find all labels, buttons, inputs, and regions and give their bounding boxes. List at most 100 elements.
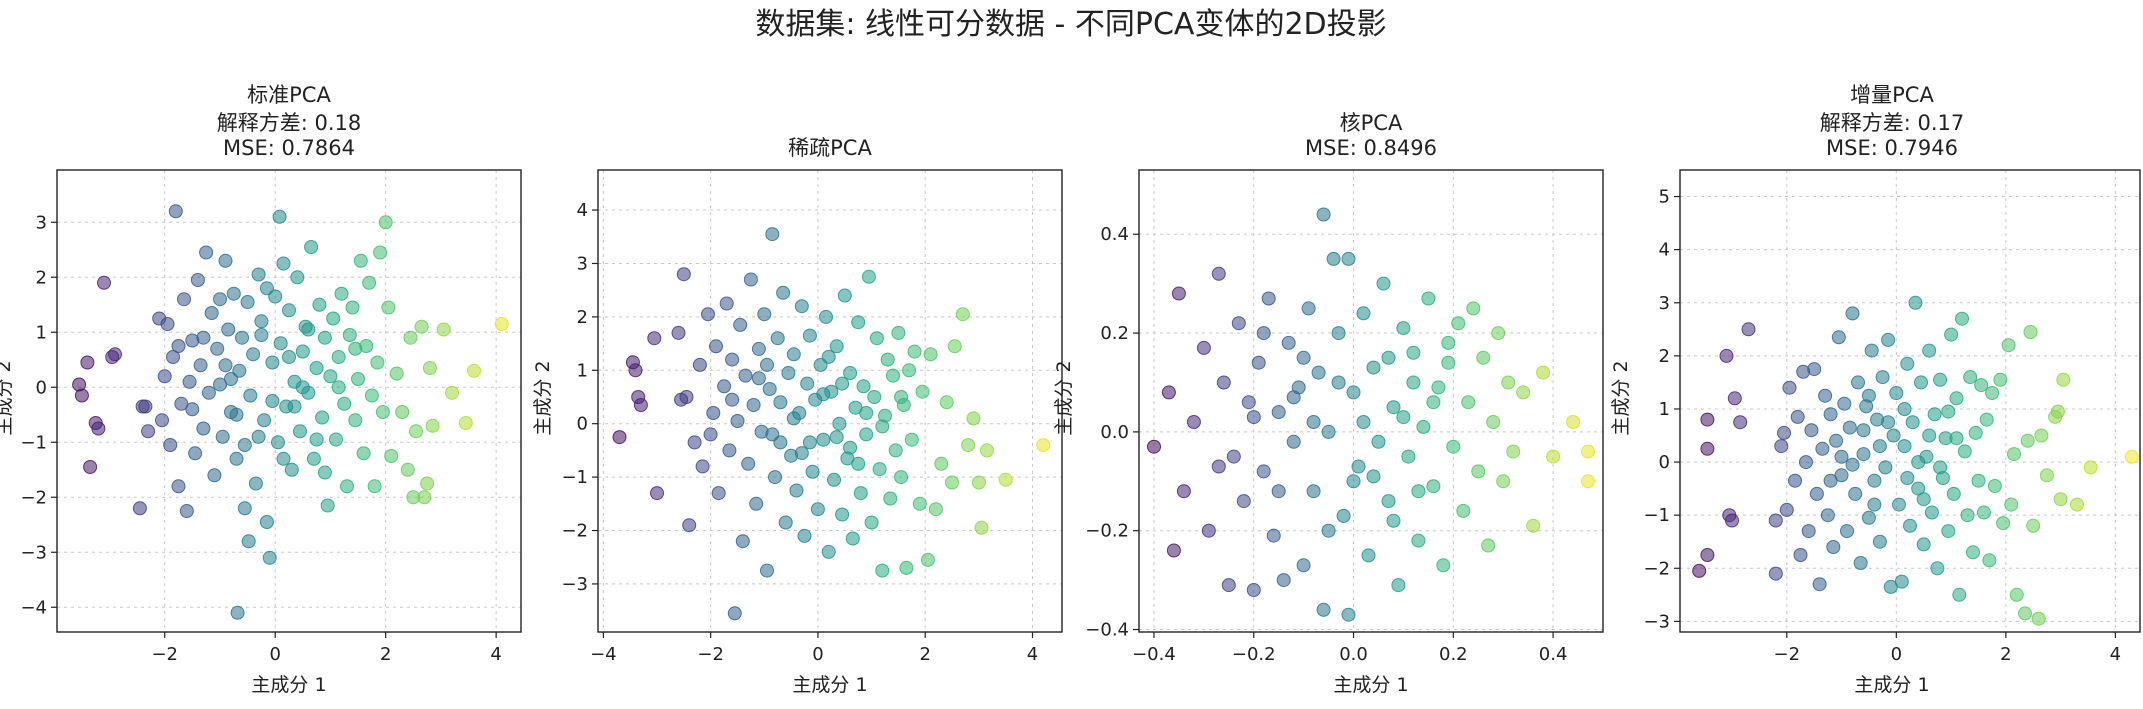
- scatter-point: [1968, 425, 1983, 440]
- scatter-point: [845, 531, 860, 546]
- scatter-point: [1506, 444, 1521, 459]
- scatter-point: [1826, 540, 1841, 554]
- scatter-point: [676, 267, 691, 282]
- scatter-point: [1376, 276, 1391, 291]
- scatter-point: [177, 292, 191, 307]
- scatter-point: [132, 501, 147, 516]
- scatter-point: [171, 339, 186, 353]
- scatter-point: [1306, 484, 1321, 499]
- scatter-point: [373, 245, 388, 260]
- subplot-title-line-2: MSE: 0.8496: [1305, 136, 1437, 160]
- scatter-point: [907, 344, 922, 359]
- scatter-point: [1727, 391, 1742, 406]
- scatter-point: [1933, 460, 1948, 475]
- scatter-point: [961, 438, 976, 453]
- scatter-point: [1897, 402, 1912, 416]
- scatter-point: [856, 379, 871, 394]
- scatter-point: [765, 227, 780, 242]
- scatter-point: [414, 319, 429, 334]
- scatter-point: [218, 358, 233, 373]
- scatter-point: [1867, 497, 1882, 512]
- scatter-point: [1256, 464, 1271, 479]
- scatter-point: [920, 552, 935, 567]
- scatter-point: [1897, 439, 1912, 454]
- scatter-point: [1386, 400, 1401, 415]
- scatter-point: [717, 379, 732, 394]
- scatter-point: [1949, 431, 1964, 446]
- scatter-point: [422, 361, 437, 375]
- scatter-point: [1371, 434, 1386, 449]
- scatter-point: [773, 395, 788, 410]
- scatter-point: [786, 347, 801, 362]
- scatter-point: [894, 390, 909, 404]
- plot-frame: [56, 169, 522, 633]
- scatter-point: [730, 414, 745, 428]
- scatter-point: [934, 456, 949, 471]
- scatter-point: [647, 331, 662, 346]
- scatter-point: [802, 435, 817, 450]
- y-tick-label: 4: [1659, 240, 1670, 261]
- scatter-point: [1406, 375, 1421, 390]
- scatter-point: [821, 349, 836, 364]
- scatter-point: [179, 504, 194, 518]
- scatter-point: [207, 468, 222, 483]
- subplot-title-line-1: 核PCA: [1340, 111, 1403, 135]
- x-tick-label: 2: [919, 644, 930, 665]
- scatter-point: [1356, 415, 1371, 429]
- scatter-point: [141, 424, 156, 439]
- scatter-point: [1211, 459, 1226, 474]
- scatter-point: [1581, 474, 1595, 489]
- scatter-point: [760, 357, 774, 372]
- scatter-point: [259, 281, 274, 296]
- scatter-point: [271, 435, 285, 450]
- scatter-point: [864, 515, 879, 530]
- y-tick-label: 2: [577, 307, 588, 328]
- scatter-point: [1171, 286, 1186, 301]
- scatter-point: [334, 286, 349, 301]
- scatter-point: [326, 311, 341, 326]
- subplot-title-line-3: MSE: 0.7864: [223, 136, 355, 160]
- scatter-point: [204, 306, 219, 320]
- scatter-point: [458, 416, 473, 430]
- scatter-point: [1346, 474, 1361, 489]
- scatter-point: [1446, 439, 1461, 454]
- plot-frame: [597, 169, 1063, 633]
- y-tick-label: −2: [20, 487, 47, 508]
- scatter-point: [309, 432, 324, 447]
- scatter-point: [1856, 447, 1871, 462]
- scatter-points: [612, 227, 1051, 621]
- scatter-point: [1823, 473, 1838, 488]
- scatter-point: [757, 307, 772, 322]
- scatter-point: [1351, 459, 1366, 474]
- scatter-point: [1266, 528, 1281, 543]
- scatter-point: [1782, 380, 1797, 395]
- scatter-point: [304, 240, 319, 254]
- y-tick-label: 3: [1659, 293, 1670, 314]
- scatter-point: [955, 307, 970, 322]
- scatter-point: [794, 299, 809, 314]
- scatter-point: [835, 376, 850, 391]
- scatter-point: [1166, 543, 1181, 558]
- x-tick-label: −4: [590, 644, 617, 665]
- scatter-point: [345, 300, 360, 315]
- scatter-point: [1036, 438, 1051, 453]
- scatter-point: [869, 331, 884, 346]
- scatter-point: [1496, 474, 1511, 489]
- scatter-point: [1186, 415, 1201, 429]
- x-tick-label: 4: [1027, 644, 1038, 665]
- scatter-point: [1296, 350, 1311, 365]
- scatter-point: [1196, 340, 1211, 355]
- scatter-point: [1336, 508, 1351, 523]
- scatter-point: [789, 483, 804, 498]
- x-tick-label: 2: [2000, 644, 2011, 665]
- scatter-point: [851, 456, 866, 471]
- scatter-point: [1211, 266, 1226, 281]
- scatter-point: [317, 465, 332, 480]
- scatter-point: [1922, 428, 1937, 443]
- scatter-point: [703, 427, 718, 442]
- scatter-point: [1960, 508, 1975, 523]
- scatter-point: [819, 309, 833, 324]
- subplot-incremental-pca: 增量PCA 解释方差: 0.17 MSE: 0.7946 主成分 1 主成分 2…: [1610, 83, 2141, 696]
- scatter-point: [1927, 407, 1942, 422]
